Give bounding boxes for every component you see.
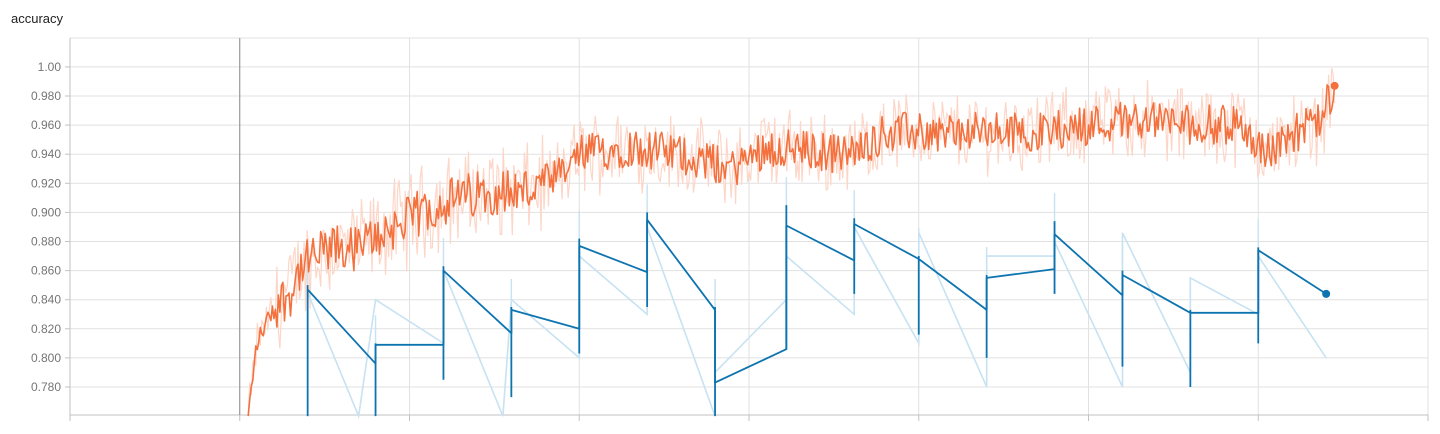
y-tick-label: 0.960 (31, 118, 61, 132)
eval-smoothed-series (306, 205, 1331, 417)
y-tick-label: 0.820 (31, 322, 61, 336)
eval-raw-series (306, 177, 1327, 420)
eval-raw-line (306, 223, 1327, 420)
train-end-point (1330, 81, 1339, 90)
y-tick-label: 0.940 (31, 147, 61, 161)
y-tick-label: 1.00 (38, 60, 62, 74)
y-tick-label: 0.920 (31, 176, 61, 190)
chart-title: accuracy (11, 11, 64, 26)
train-smoothed-line (247, 84, 1336, 417)
y-tick-label: 0.780 (31, 380, 61, 394)
y-tick-label: 0.980 (31, 89, 61, 103)
grid-layer (65, 37, 1429, 421)
y-tick-label: 0.800 (31, 351, 61, 365)
y-tick-label: 0.860 (31, 264, 61, 278)
train-smoothed-series (247, 81, 1339, 417)
y-tick-label: 0.840 (31, 293, 61, 307)
eval-smoothed-line (306, 218, 1327, 384)
y-tick-labels: 0.780 0.800 0.820 0.840 0.860 0.880 0.900 0.920… (31, 60, 61, 394)
eval-end-point (1322, 289, 1331, 298)
y-tick-label: 0.880 (31, 235, 61, 249)
y-tick-label: 0.900 (31, 205, 61, 219)
